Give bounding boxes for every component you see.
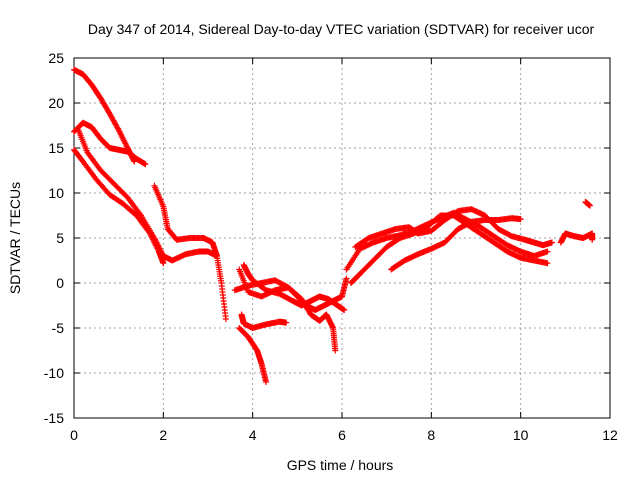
chart-title: Day 347 of 2014, Sidereal Day-to-day VTE… xyxy=(88,21,595,37)
y-tick-label: 20 xyxy=(48,95,64,111)
series-track-5 xyxy=(151,182,229,322)
data-point xyxy=(343,275,350,282)
data-point xyxy=(142,161,149,168)
data-point xyxy=(222,316,229,322)
y-tick-label: -10 xyxy=(44,365,64,381)
series-track-11 xyxy=(352,206,555,250)
y-tick-label: 0 xyxy=(56,275,64,291)
series-track-8 xyxy=(238,311,290,331)
y-tick-label: -15 xyxy=(44,410,64,426)
data-point xyxy=(332,347,339,354)
data-point xyxy=(160,260,167,267)
series-track-10 xyxy=(240,262,348,313)
x-tick-label: 4 xyxy=(249,427,257,443)
series-track-7 xyxy=(231,277,339,354)
data-point xyxy=(589,236,596,243)
data-point xyxy=(341,307,348,313)
series-track-3 xyxy=(71,146,167,267)
series-track-15 xyxy=(557,230,596,246)
x-axis-label: GPS time / hours xyxy=(287,457,394,473)
x-tick-label: 2 xyxy=(159,427,167,443)
data-point xyxy=(548,239,555,246)
x-tick-label: 6 xyxy=(338,427,346,443)
x-tick-label: 8 xyxy=(427,427,435,443)
y-axis-label: SDTVAR / TECUs xyxy=(7,182,23,294)
data-point xyxy=(283,319,290,326)
data-point xyxy=(517,216,524,223)
y-tick-label: -5 xyxy=(52,320,65,336)
data-points xyxy=(71,66,596,385)
series-track-14 xyxy=(388,215,524,273)
y-tick-label: 5 xyxy=(56,230,64,246)
data-point xyxy=(544,248,551,255)
x-tick-label: 10 xyxy=(513,427,529,443)
y-tick-label: 10 xyxy=(48,185,64,201)
x-tick-label: 0 xyxy=(70,427,78,443)
data-point xyxy=(586,202,593,209)
series-track-9 xyxy=(236,325,270,385)
y-tick-label: 15 xyxy=(48,140,64,156)
x-tick-label: 12 xyxy=(602,427,618,443)
y-tick-label: 25 xyxy=(48,50,64,66)
series-track-4 xyxy=(75,127,220,264)
data-point xyxy=(544,260,551,267)
series-track-16 xyxy=(582,199,593,209)
axis-ticks: 0 2 4 6 8 10 12 -15 -10 -5 0 5 10 15 20 25 xyxy=(44,50,618,443)
data-point xyxy=(263,379,270,385)
